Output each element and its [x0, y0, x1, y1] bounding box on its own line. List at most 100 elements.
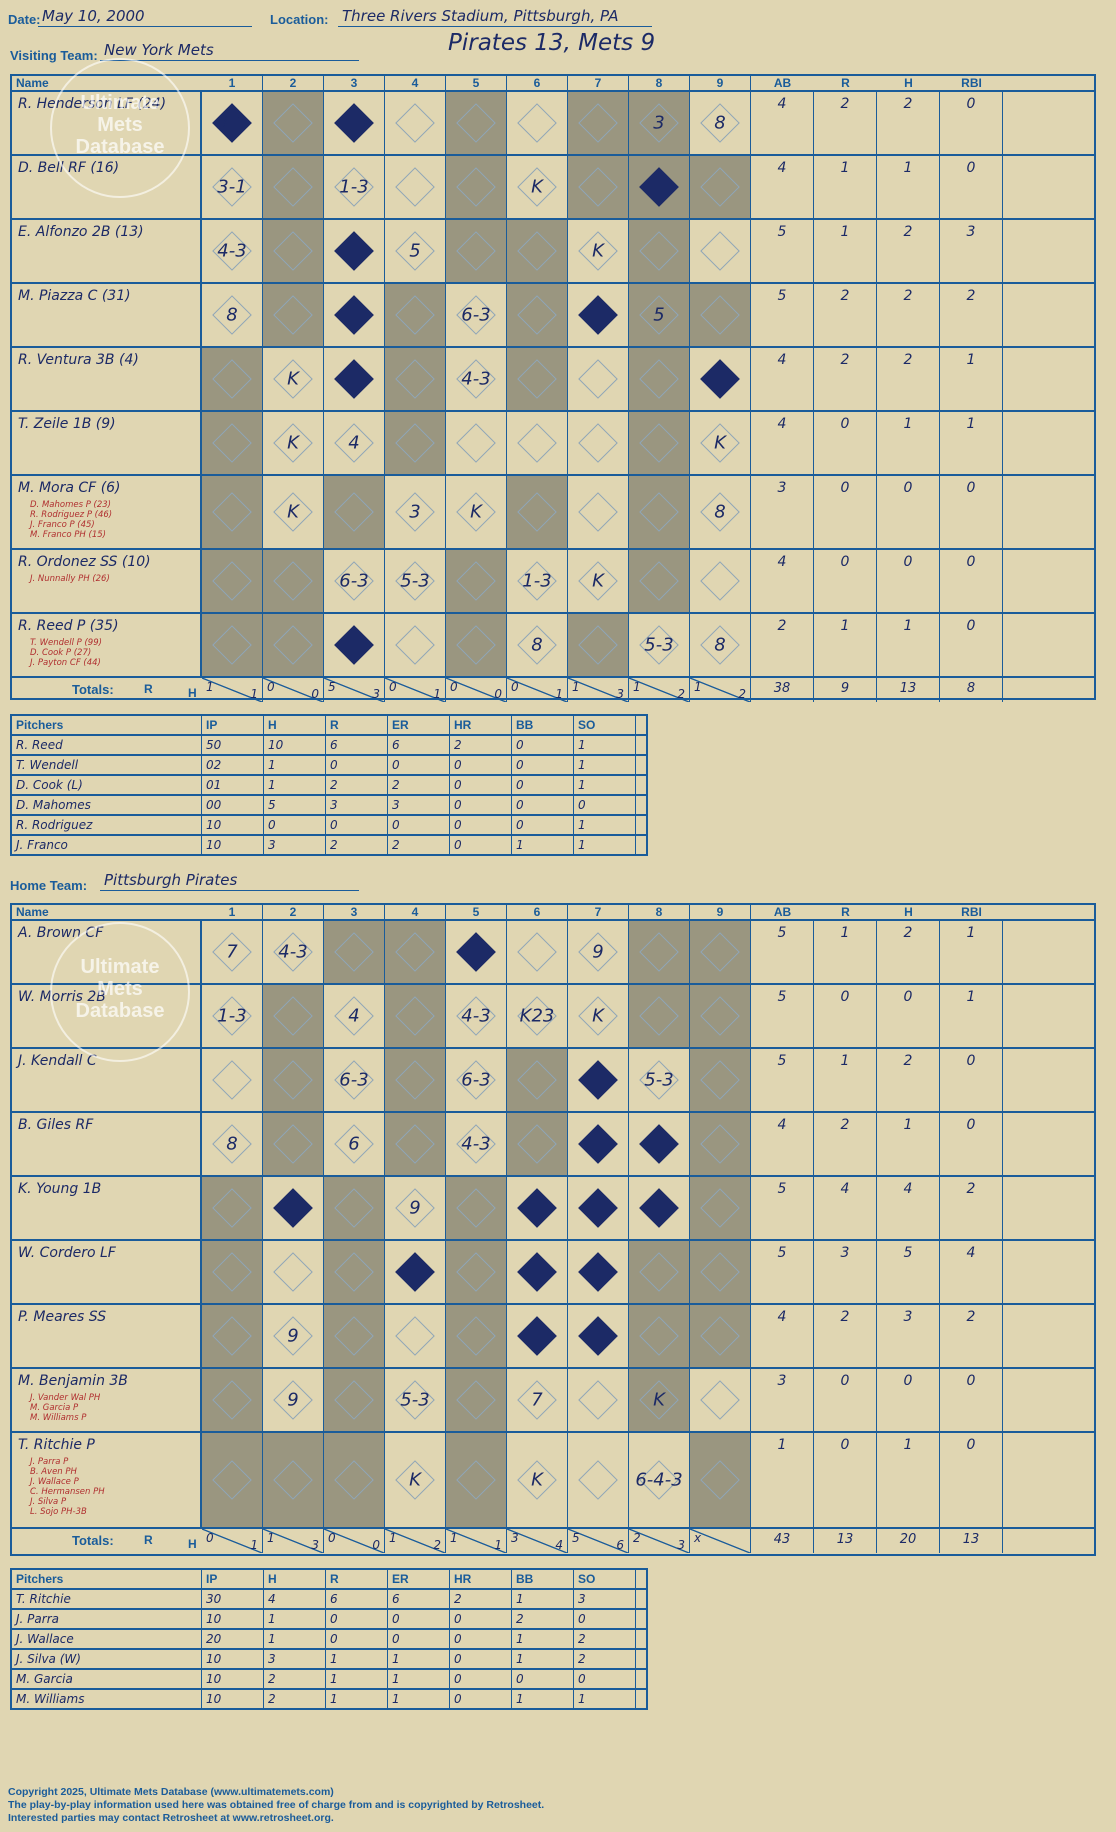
- pitcher-stat-cell: 0: [574, 1670, 636, 1688]
- inning-cell: [263, 550, 324, 612]
- base-diamond-icon: [639, 1188, 679, 1228]
- inning-runs: 0: [511, 680, 519, 694]
- inning-cell: 3: [629, 92, 690, 154]
- pitcher-stat-cell: 10: [202, 1670, 264, 1688]
- pitcher-stat-cell: 6: [388, 736, 450, 754]
- inning-header-8: 8: [629, 76, 690, 90]
- inning-cell: [690, 985, 751, 1047]
- stat-cell: 0: [940, 1369, 1003, 1431]
- pitcher-stat-cell: 0: [512, 756, 574, 774]
- stat-value: 0: [840, 989, 850, 1005]
- inning-hits: 4: [555, 1538, 563, 1552]
- home-scorecard: Name 1 2 3 4 5 6 7 8 9 AB R H RBI A. Brown CF 7 4-3 9 5 1 2 1…: [10, 903, 1096, 1556]
- inning-cell: [568, 1433, 629, 1527]
- stat-value: 5: [777, 288, 787, 304]
- pitcher-stat-cell: 2: [388, 836, 450, 854]
- batter-name: J. Kendall C: [18, 1053, 97, 1069]
- inning-cell: 6-3: [324, 1049, 385, 1111]
- stat-value: 2: [840, 1117, 850, 1133]
- inning-cell: 5-3: [629, 614, 690, 676]
- pitcher-row: R. Reed 50 10 6 6 2 0 1: [12, 736, 646, 756]
- inning-cell: 3: [385, 476, 446, 548]
- stat-value: 4: [840, 1181, 850, 1197]
- inning-cell: 8: [690, 476, 751, 548]
- pitcher-stat-cell: 2: [574, 1650, 636, 1668]
- stat-cell: 5: [751, 1177, 814, 1239]
- play-notation: 5: [653, 304, 665, 326]
- stat-value: 4: [903, 1181, 913, 1197]
- inning-cell: [629, 1177, 690, 1239]
- inning-cell: [263, 614, 324, 676]
- pitchers-header-cell: R: [326, 716, 388, 734]
- inning-cell: [385, 1113, 446, 1175]
- stat-cell: 0: [940, 156, 1003, 218]
- base-diamond-icon: [334, 359, 374, 399]
- inning-runs: 0: [389, 680, 397, 694]
- pitcher-stat-cell: 2: [326, 836, 388, 854]
- name-column-header: Name: [16, 905, 49, 919]
- play-notation: 8: [226, 304, 238, 326]
- pitcher-stat-cell: 0: [450, 776, 512, 794]
- base-diamond-icon: [639, 492, 679, 532]
- base-diamond-icon: [395, 103, 435, 143]
- pitchers-header-cell: ER: [388, 1570, 450, 1588]
- play-notation: 6-3: [339, 570, 369, 592]
- totals-h-label: H: [188, 686, 197, 700]
- stat-value: 0: [840, 1373, 850, 1389]
- inning-cell: K: [263, 412, 324, 474]
- batter-row: M. Benjamin 3B J. Vander Wal PH M. Garcia …: [12, 1369, 1094, 1433]
- play-notation: K: [592, 1005, 604, 1027]
- base-diamond-icon: [273, 1252, 313, 1292]
- inning-hits: 1: [494, 1538, 502, 1552]
- base-diamond-icon: [456, 932, 496, 972]
- stat-value: 0: [903, 480, 913, 496]
- inning-cell: 4-3: [446, 985, 507, 1047]
- pitcher-stat-cell: 1: [574, 756, 636, 774]
- pitcher-stat-cell: 0: [512, 1670, 574, 1688]
- batter-name: E. Alfonzo 2B (13): [18, 224, 144, 240]
- base-diamond-icon: [700, 1380, 740, 1420]
- stat-cell: 3: [751, 1369, 814, 1431]
- pitcher-stat-cell: 6: [326, 736, 388, 754]
- stat-value: 1: [903, 618, 913, 634]
- inning-cell: [690, 1113, 751, 1175]
- play-notation: 6-3: [461, 304, 491, 326]
- stat-cell: 5: [751, 921, 814, 983]
- pitcher-stat-cell: 6: [388, 1590, 450, 1608]
- play-notation: 3: [653, 112, 665, 134]
- inning-cell: [202, 1241, 263, 1303]
- batter-name: T. Zeile 1B (9): [18, 416, 116, 432]
- inning-cell: [568, 476, 629, 548]
- stat-value: 0: [903, 989, 913, 1005]
- inning-cell: [690, 220, 751, 282]
- base-diamond-icon: [700, 1188, 740, 1228]
- substitute-name: J. Vander Wal PH: [30, 1393, 101, 1403]
- stat-value: 2: [966, 288, 976, 304]
- pitcher-stat-cell: 0: [388, 1610, 450, 1628]
- stat-cell: 0: [940, 1049, 1003, 1111]
- pitcher-stat-cell: 0: [326, 816, 388, 834]
- pitcher-stat-cell: J. Franco: [12, 836, 202, 854]
- stat-cell: 0: [877, 476, 940, 548]
- play-notation: K: [714, 432, 726, 454]
- stat-cell: 3: [940, 220, 1003, 282]
- play-notation: 4-3: [217, 240, 247, 262]
- pitcher-stat-cell: 10: [202, 836, 264, 854]
- stat-cell: 2: [814, 348, 877, 410]
- stat-cell: 1: [877, 1113, 940, 1175]
- pitcher-stat-cell: 3: [264, 1650, 326, 1668]
- inning-cell: [202, 412, 263, 474]
- inning-cell: [507, 921, 568, 983]
- inning-hits: 3: [311, 1538, 319, 1552]
- inning-hits: 0: [311, 687, 319, 701]
- base-diamond-icon: [273, 1460, 313, 1500]
- play-notation: 7: [226, 941, 238, 963]
- play-notation: 4-3: [278, 941, 308, 963]
- inning-cell: [446, 1177, 507, 1239]
- stat-cell: 1: [877, 412, 940, 474]
- stat-value: 1: [903, 1437, 913, 1453]
- inning-cell: 1-3: [324, 92, 385, 154]
- stat-total-cell: 13: [814, 1529, 877, 1553]
- pitcher-stat-cell: 3: [388, 796, 450, 814]
